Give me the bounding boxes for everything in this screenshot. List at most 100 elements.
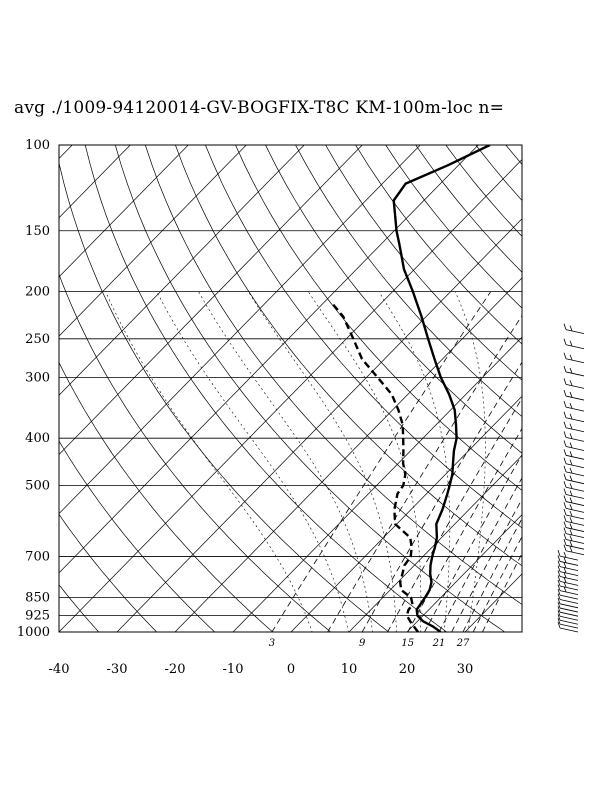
moist-adiabat [307,291,422,632]
isotherm-line [174,277,522,632]
dry-adiabat [59,161,390,632]
wind-barb [557,555,579,566]
pressure-tick-label: 100 [25,138,50,153]
wind-barb [563,488,585,499]
wind-barb [557,597,579,609]
isotherm-line [59,145,247,337]
temperature-tick-label: -30 [107,662,128,677]
wind-barb [563,508,585,520]
isotherm-line [59,145,479,574]
pressure-tick-label: 250 [25,332,50,347]
mixing-ratio-labels: 3 9 15 21 27 [269,638,470,649]
moist-adiabat [198,291,373,632]
wind-barb [563,440,585,451]
isotherm-line [348,454,522,632]
temperature-tick-label: 0 [287,662,295,677]
wind-barb [563,481,585,492]
wind-barb [563,465,585,477]
isotherm-line [523,145,612,632]
dry-adiabat [205,145,522,529]
isotherm-line [59,145,363,455]
dry-adiabat [415,145,522,273]
wind-barb [563,544,585,556]
mixing-ratio-line [424,453,522,632]
wind-barb [563,401,585,412]
sounding-profiles [329,145,491,632]
moist-adiabat [156,291,349,632]
temperature-tick-label: -10 [223,662,244,677]
pressure-tick-label: 700 [25,550,50,565]
dry-adiabat [295,145,522,418]
temperature-tick-labels: -40 -30 -20 -10 0 10 20 30 [49,662,474,677]
wind-barb [557,610,579,621]
pressure-tick-label: 500 [25,478,50,493]
dry-adiabats [0,145,612,642]
mixing-ratio-line [472,535,522,632]
wind-barb [563,411,585,423]
wind-barb [563,365,585,377]
dry-adiabat [536,145,612,642]
moist-adiabat [105,291,313,632]
mixing-ratio-label: 9 [359,638,366,649]
dry-adiabat [0,145,49,642]
mixing-ratio-label: 21 [432,638,446,649]
pressure-tick-label: 150 [25,224,50,239]
isotherm-line [59,145,131,219]
isotherm-line [290,395,522,632]
mixing-ratio-line [271,291,492,632]
dry-adiabat [235,145,522,491]
dry-adiabat [566,145,612,642]
wind-barb [563,338,585,350]
wind-barb [557,584,579,596]
wind-barb [563,449,585,460]
wind-barb [563,431,585,442]
pressure-tick-label: 1000 [17,625,50,640]
wind-barb [563,521,585,532]
isotherm-line [581,145,612,632]
dry-adiabat [445,145,522,237]
moist-adiabat [378,291,451,632]
wind-barb [563,539,585,550]
wind-barb [563,389,585,401]
isotherm-line [0,145,14,632]
wind-barb [557,570,579,581]
moist-adiabat [454,291,486,632]
dry-adiabat [59,361,274,632]
dewpoint-profile [329,301,419,632]
wind-barb [563,533,585,544]
dry-adiabat [84,145,448,632]
temperature-tick-label: -40 [49,662,70,677]
dry-adiabat [175,145,522,567]
wind-barb [563,473,585,485]
mixing-ratio-line [482,552,522,632]
isotherm-line [232,336,522,632]
dry-adiabat [265,145,522,454]
dry-adiabat [325,145,522,381]
isotherm-line [59,145,421,515]
dry-adiabat [114,145,506,632]
wind-barb [563,323,585,335]
mixing-ratio-line [438,477,522,632]
wind-barb [563,527,585,539]
mixing-ratio-line [387,397,522,632]
wind-barb [557,593,579,604]
mixing-ratio-line [361,361,522,632]
wind-barb [557,575,579,586]
wind-barb [557,621,579,633]
mixing-ratio-line [451,498,522,632]
dry-adiabat [59,440,216,632]
temperature-tick-label: 10 [341,662,358,677]
isotherm-line [59,159,522,632]
dry-adiabat [59,513,158,632]
isotherm-line [464,573,522,632]
pressure-tick-label: 200 [25,285,50,300]
temperature-tick-label: 30 [457,662,474,677]
isotherm-line [59,145,305,396]
temperature-tick-label: -20 [165,662,186,677]
temperature-profile [392,145,491,632]
wind-barb [563,352,585,364]
wind-barb [557,550,579,561]
wind-barb [563,421,585,433]
isotherms [0,145,612,632]
